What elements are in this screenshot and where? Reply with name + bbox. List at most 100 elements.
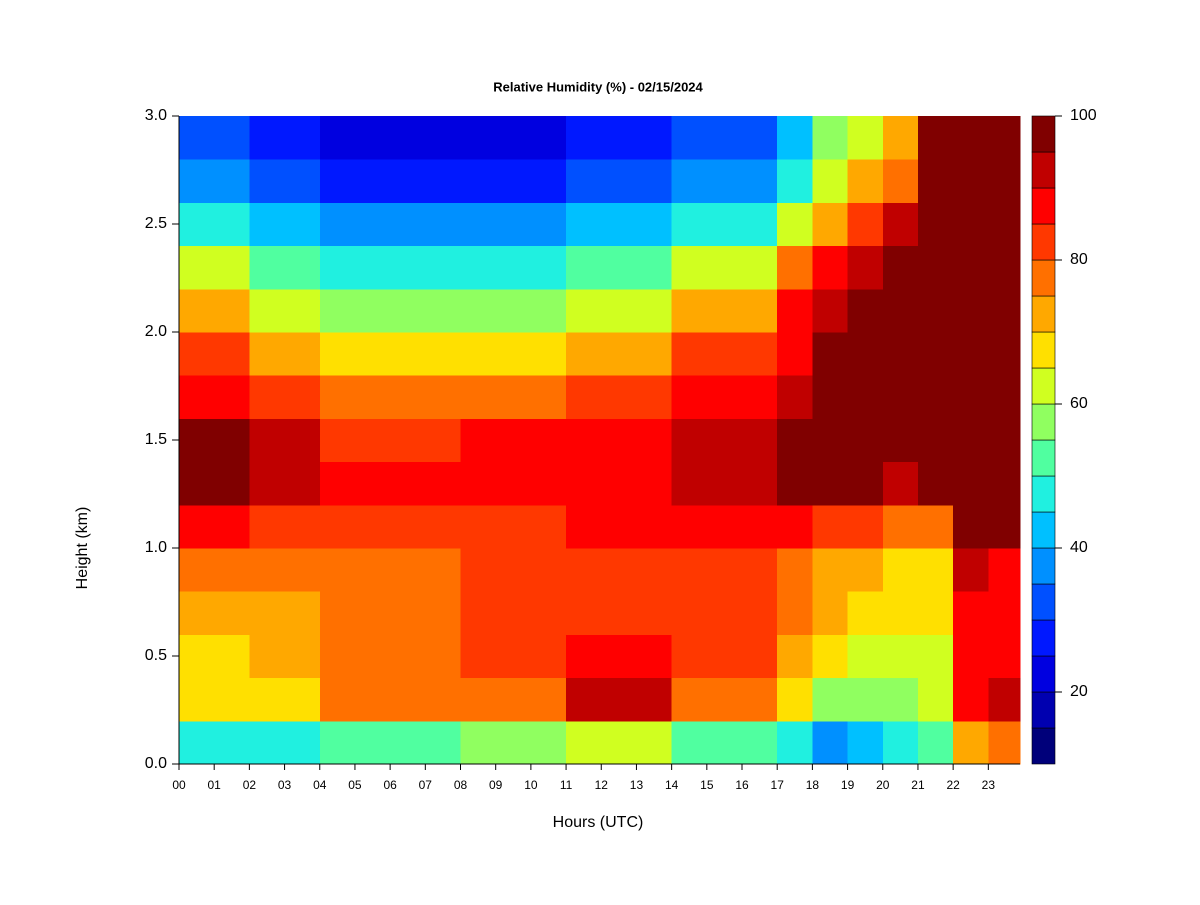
heatmap-cell [777, 548, 813, 592]
heatmap-cell [354, 159, 391, 203]
colorbar-tick-label: 80 [1070, 251, 1088, 268]
heatmap-cell [917, 332, 954, 376]
heatmap-cell [601, 591, 637, 635]
heatmap-cell [179, 375, 215, 419]
heatmap-cell [706, 375, 743, 419]
heatmap-cell [777, 116, 813, 160]
heatmap-cell [390, 461, 426, 506]
heatmap-cell [671, 375, 708, 419]
heatmap-cell [390, 202, 426, 247]
heatmap-cell [530, 288, 567, 333]
heatmap-cell [354, 720, 391, 765]
heatmap-cell [706, 720, 743, 765]
heatmap-cell [530, 245, 567, 290]
heatmap-cell [706, 677, 743, 722]
heatmap-cell [847, 159, 884, 203]
heatmap-cell [354, 504, 391, 549]
heatmap-cell [917, 548, 954, 592]
y-tick-label: 2.0 [145, 323, 167, 340]
x-tick-label: 21 [911, 778, 925, 792]
heatmap-cell [284, 720, 321, 765]
heatmap-cell [988, 159, 1021, 203]
heatmap-cell [988, 245, 1021, 290]
heatmap-cell [636, 418, 673, 463]
heatmap-cell [284, 591, 321, 635]
heatmap-cell [354, 548, 391, 592]
colorbar-segment [1031, 115, 1056, 153]
heatmap-cell [214, 634, 250, 679]
heatmap-cell [847, 375, 884, 419]
heatmap-cell [179, 332, 215, 376]
heatmap-cell [390, 116, 426, 160]
heatmap-cell [495, 548, 532, 592]
heatmap-cell [214, 720, 250, 765]
x-tick-label: 18 [806, 778, 820, 792]
heatmap-cell [354, 461, 391, 506]
heatmap-cell [214, 504, 250, 549]
heatmap-cell [495, 332, 532, 376]
heatmap-cell [882, 375, 919, 419]
heatmap-cell [566, 504, 602, 549]
heatmap-cell [812, 634, 849, 679]
heatmap-cell [460, 720, 497, 765]
heatmap-cell [460, 677, 497, 722]
heatmap-cell [742, 159, 778, 203]
heatmap-cell [777, 375, 813, 419]
heatmap-cell [847, 202, 884, 247]
x-tick-label: 08 [454, 778, 468, 792]
heatmap-cell [319, 245, 356, 290]
heatmap-cell [566, 591, 602, 635]
x-tick-label: 14 [665, 778, 679, 792]
x-tick-label: 20 [876, 778, 890, 792]
heatmap-cell [319, 159, 356, 203]
heatmap-cell [706, 504, 743, 549]
x-tick-label: 04 [313, 778, 327, 792]
heatmap-cell [425, 375, 462, 419]
colorbar-segment [1031, 583, 1056, 621]
heatmap-cell [566, 418, 602, 463]
heatmap-cell [354, 677, 391, 722]
heatmap-cell [636, 245, 673, 290]
heatmap-cell [601, 720, 637, 765]
heatmap-cell [354, 116, 391, 160]
heatmap-cell [636, 634, 673, 679]
heatmap-cell [249, 504, 286, 549]
y-tick-label: 3.0 [145, 107, 167, 124]
heatmap-cell [847, 634, 884, 679]
heatmap-cell [214, 332, 250, 376]
heatmap-cell [601, 634, 637, 679]
heatmap-cell [390, 375, 426, 419]
heatmap-cell [179, 548, 215, 592]
heatmap-cell [953, 375, 989, 419]
heatmap-cell [495, 375, 532, 419]
x-tick-label: 07 [419, 778, 433, 792]
heatmap-cell [917, 677, 954, 722]
heatmap-cell [566, 159, 602, 203]
heatmap-cell [601, 375, 637, 419]
heatmap-cell [812, 159, 849, 203]
heatmap-cell [214, 375, 250, 419]
heatmap-cell [742, 202, 778, 247]
heatmap-cell [742, 245, 778, 290]
heatmap-cell [319, 116, 356, 160]
heatmap-cell [882, 202, 919, 247]
heatmap-cell [777, 418, 813, 463]
heatmap-cell [636, 116, 673, 160]
heatmap-cell [214, 288, 250, 333]
heatmap-cell [812, 375, 849, 419]
heatmap-cell [284, 332, 321, 376]
heatmap-cell [460, 591, 497, 635]
heatmap-cell [742, 418, 778, 463]
heatmap-cell [425, 677, 462, 722]
heatmap-cell [671, 548, 708, 592]
heatmap-cell [214, 202, 250, 247]
heatmap-cell [882, 720, 919, 765]
heatmap-cell [284, 245, 321, 290]
heatmap-cell [179, 202, 215, 247]
heatmap-cell [460, 288, 497, 333]
heatmap-cell [319, 591, 356, 635]
heatmap-cell [284, 548, 321, 592]
x-tick-label: 02 [243, 778, 257, 792]
heatmap-cell [847, 245, 884, 290]
colorbar-segment [1031, 151, 1056, 189]
